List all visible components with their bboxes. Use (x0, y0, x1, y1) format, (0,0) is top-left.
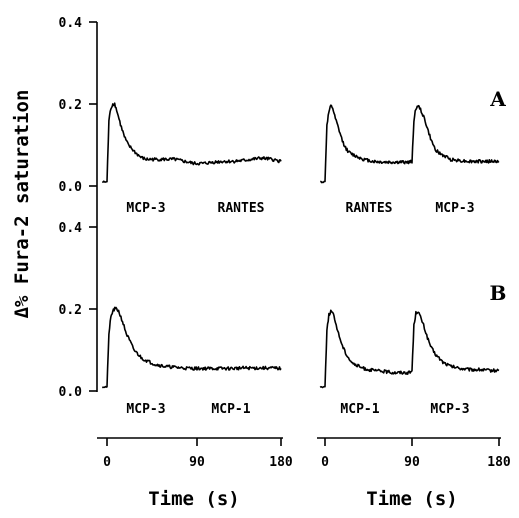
stim-label-a-left-2: RANTES (218, 201, 265, 216)
x-tick-label-left-180: 180 (269, 455, 293, 470)
stimulus-labels: MCP-3 RANTES RANTES MCP-3 MCP-3 MCP-1 MC… (126, 201, 474, 417)
panel-letter-b: B (490, 281, 507, 305)
trace-line-b-left (101, 306, 282, 389)
y-tick-label-a-bottom: 0.0 (59, 180, 83, 195)
stim-label-b-left-2: MCP-1 (211, 402, 250, 417)
y-tick-label-a-mid: 0.2 (59, 98, 82, 113)
x-axis-left: 0 90 180 Time (s) (97, 437, 293, 510)
trace-layer (101, 102, 500, 389)
trace-line-a-left (102, 102, 282, 183)
stim-label-a-left-1: MCP-3 (126, 201, 165, 216)
x-axis-title-left: Time (s) (148, 488, 240, 510)
x-axis-right: 0 90 180 Time (s) (317, 437, 511, 510)
x-tick-label-right-90: 90 (404, 455, 420, 470)
y-tick-label-b-bottom: 0.0 (59, 385, 83, 400)
y-axis-title: Δ% Fura-2 saturation (11, 90, 33, 319)
panel-letter-a: A (489, 87, 506, 111)
trace-line-a-right (320, 104, 500, 184)
x-tick-label-right-0: 0 (321, 455, 329, 470)
x-axis-title-right: Time (s) (366, 488, 458, 510)
stim-label-b-right-1: MCP-1 (340, 402, 379, 417)
x-tick-label-right-180: 180 (487, 455, 511, 470)
y-tick-label-b-mid: 0.2 (59, 303, 82, 318)
x-tick-label-left-0: 0 (103, 455, 111, 470)
stim-label-a-right-1: RANTES (346, 201, 393, 216)
trace-line-b-right (319, 309, 500, 389)
x-tick-label-left-90: 90 (189, 455, 205, 470)
y-axis: 0.4 0.2 0.0 0.4 0.2 0.0 Δ% Fura-2 satura… (11, 16, 98, 400)
stim-label-a-right-2: MCP-3 (435, 201, 474, 216)
stim-label-b-right-2: MCP-3 (430, 402, 469, 417)
y-tick-label-a-top: 0.4 (59, 16, 83, 31)
y-tick-label-b-top: 0.4 (59, 221, 83, 236)
stim-label-b-left-1: MCP-3 (126, 402, 165, 417)
